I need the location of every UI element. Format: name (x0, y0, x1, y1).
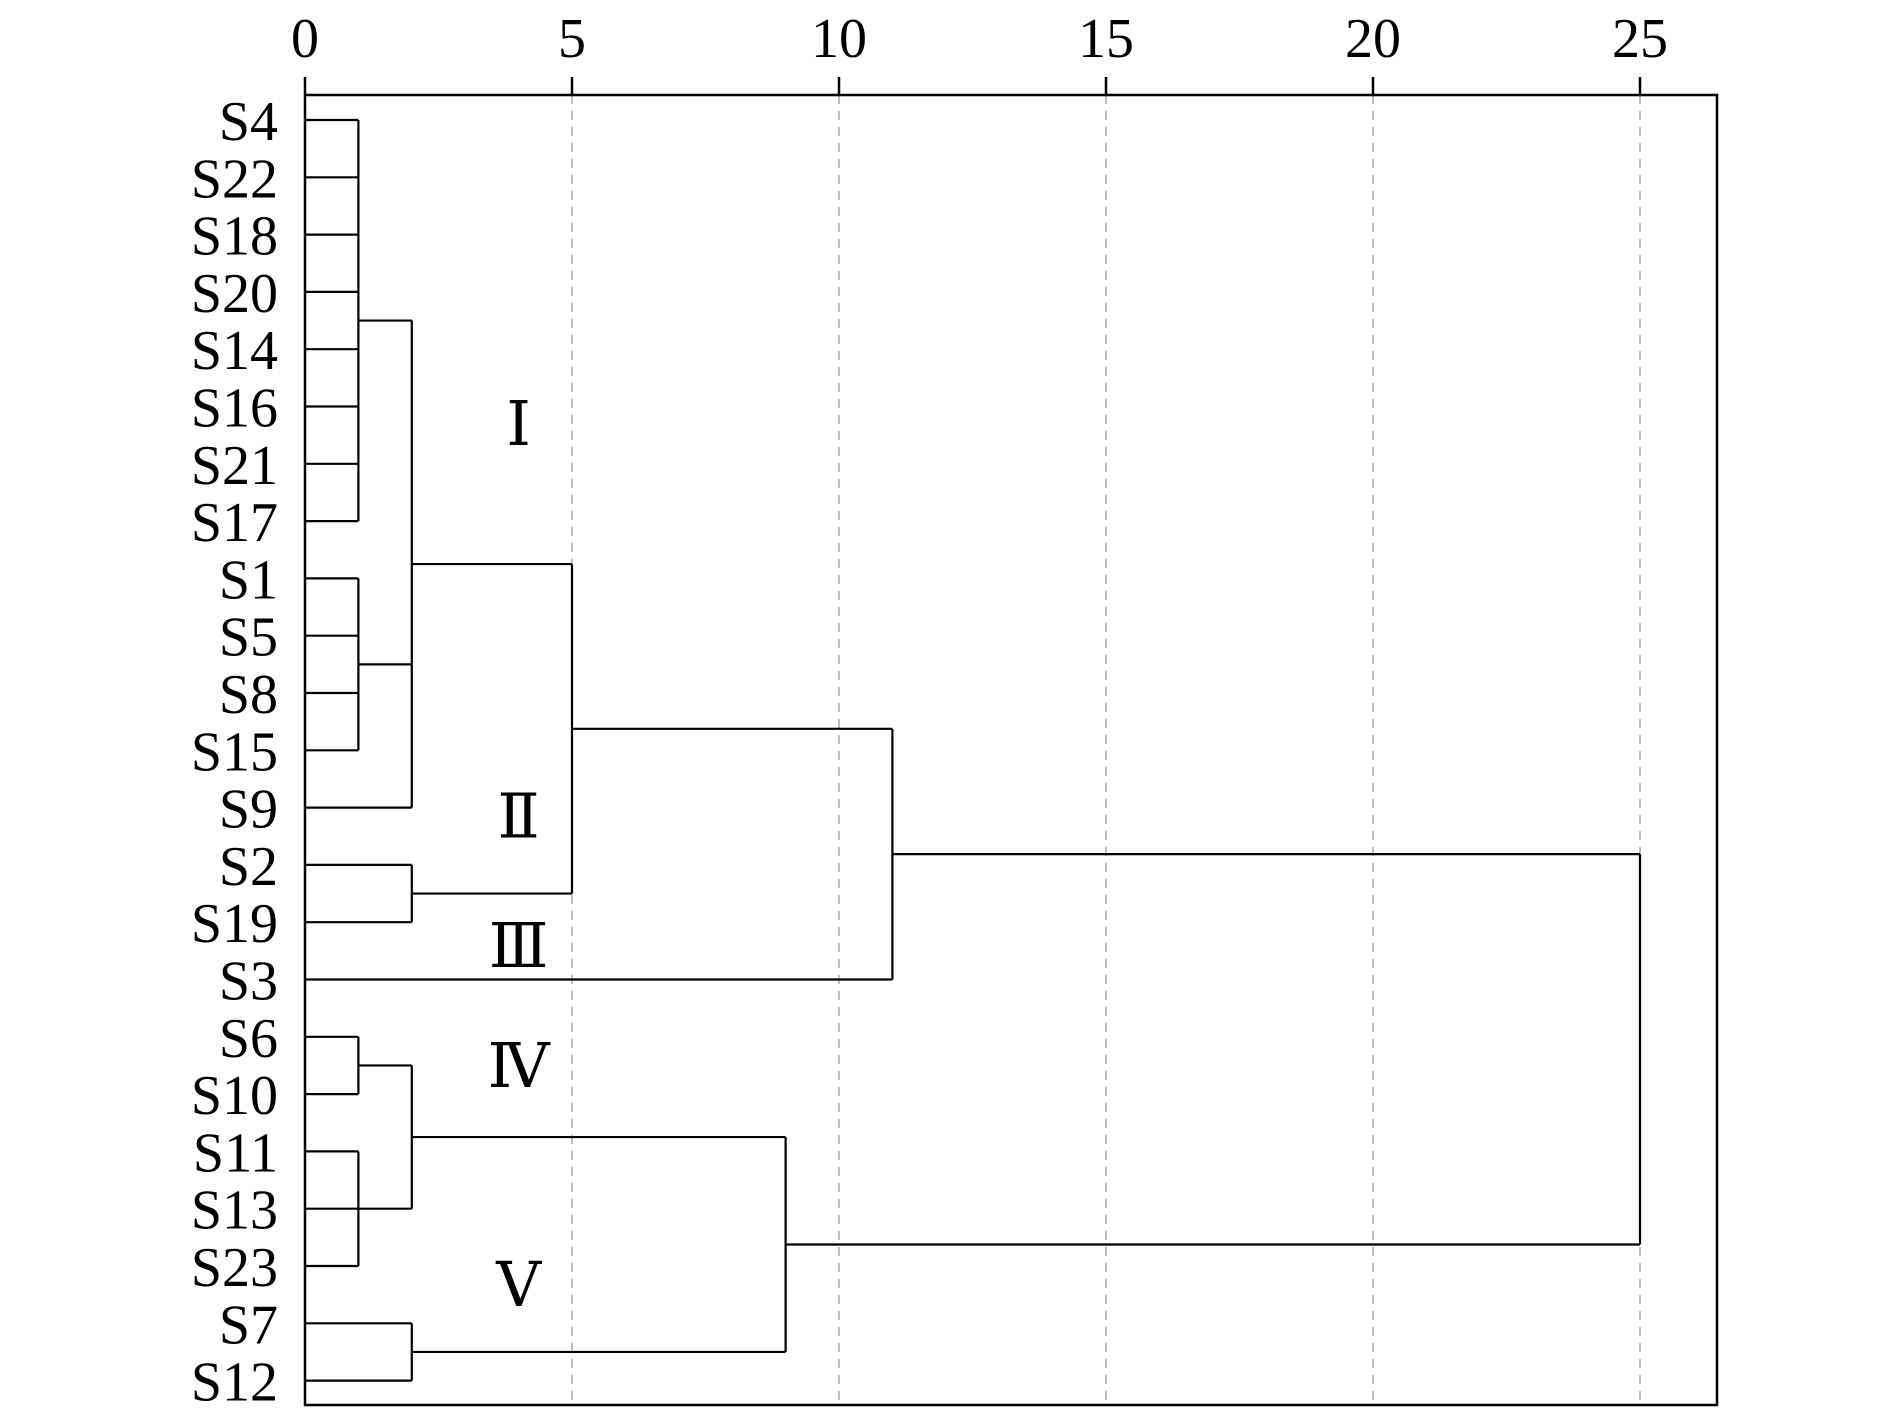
x-tick-label: 25 (1612, 8, 1668, 70)
leaf-label: S12 (191, 1352, 278, 1414)
leaf-label: S14 (191, 320, 278, 382)
leaf-label: S22 (191, 148, 278, 210)
leaf-label: S6 (219, 1008, 278, 1070)
cluster-labels: Ⅰ Ⅱ Ⅲ Ⅳ Ⅴ (488, 391, 551, 1320)
leaf-label: S9 (219, 779, 278, 841)
x-axis: 0 5 10 15 20 25 (291, 8, 1668, 95)
leaf-label: S11 (193, 1122, 278, 1184)
leaf-labels: S4S22S18S20S14S16S21S17S1S5S8S15S9S2S19S… (191, 91, 278, 1414)
cluster-label: Ⅱ (498, 784, 540, 852)
leaf-label: S16 (191, 378, 278, 440)
x-tick-label: 10 (811, 8, 867, 70)
x-tick-label: 5 (558, 8, 586, 70)
x-tick-label: 0 (291, 8, 319, 70)
cluster-label: Ⅰ (506, 391, 531, 459)
leaf-label: S21 (191, 435, 278, 497)
x-tick-label: 15 (1078, 8, 1134, 70)
dendrogram-links (305, 118, 1642, 1382)
cluster-label: Ⅲ (489, 913, 549, 981)
grid-lines (571, 95, 1641, 1405)
leaf-label: S4 (219, 91, 278, 153)
x-tick-label: 20 (1345, 8, 1401, 70)
leaf-label: S20 (191, 263, 278, 325)
leaf-label: S13 (191, 1180, 278, 1242)
leaf-label: S18 (191, 206, 278, 268)
cluster-label: Ⅴ (495, 1252, 542, 1320)
leaf-label: S7 (219, 1294, 278, 1356)
leaf-label: S10 (191, 1065, 278, 1127)
leaf-label: S3 (219, 951, 278, 1013)
leaf-label: S5 (219, 607, 278, 669)
leaf-label: S23 (191, 1237, 278, 1299)
leaf-label: S19 (191, 893, 278, 955)
leaf-label: S17 (191, 492, 278, 554)
leaf-label: S8 (219, 664, 278, 726)
plot-frame (303, 93, 1719, 1407)
leaf-label: S2 (219, 836, 278, 898)
cluster-label: Ⅳ (488, 1033, 551, 1101)
leaf-label: S15 (191, 721, 278, 783)
leaf-label: S1 (219, 549, 278, 611)
